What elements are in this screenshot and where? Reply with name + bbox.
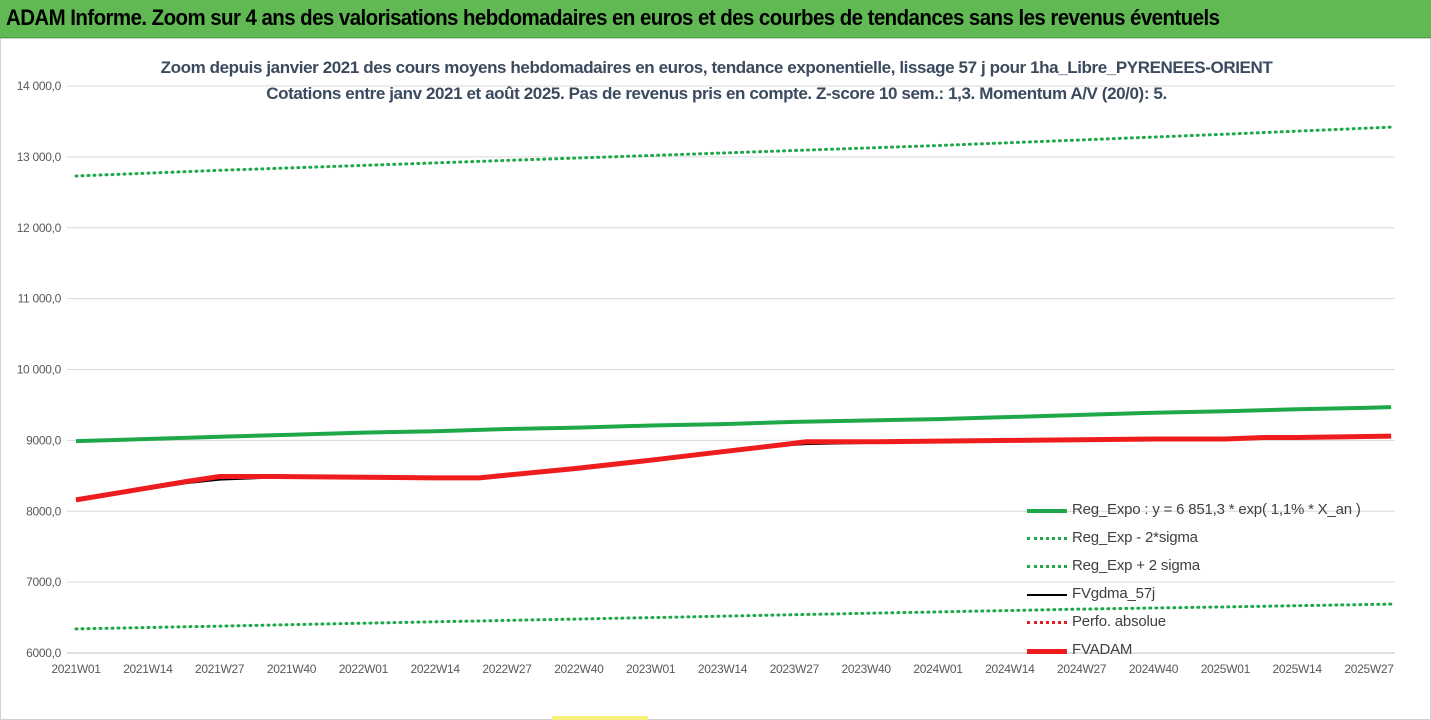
legend-label: FVADAM (1072, 641, 1133, 658)
x-tick-label: 2025W14 (1273, 662, 1323, 676)
legend-swatch (1027, 565, 1067, 568)
series-line-fvadam (75, 433, 1392, 503)
legend-swatch (1027, 648, 1067, 654)
x-tick-label: 2025W01 (1201, 662, 1251, 676)
x-tick-label: 2023W01 (626, 662, 676, 676)
legend-label: Perfo. absolue (1072, 613, 1166, 630)
x-tick-label: 2022W14 (411, 662, 461, 676)
x-tick-label: 2024W14 (985, 662, 1035, 676)
x-tick-label: 2023W14 (698, 662, 748, 676)
x-tick-label: 2024W40 (1129, 662, 1179, 676)
chart-subtitle: Cotations entre janv 2021 et août 2025. … (266, 84, 1167, 103)
series-line-reg-expo-y-6-851-3-exp-1-1-x-an (75, 405, 1392, 444)
y-tick-label: 10 000,0 (17, 363, 62, 377)
chart-title: Zoom depuis janvier 2021 des cours moyen… (160, 58, 1273, 77)
y-tick-label: 6000,0 (26, 646, 62, 660)
series-line-reg-exp-2-sigma (74, 125, 1393, 178)
report-banner: ADAM Informe. Zoom sur 4 ans des valoris… (0, 0, 1431, 38)
legend-swatch (1027, 509, 1067, 513)
y-tick-label: 12 000,0 (17, 221, 62, 235)
y-tick-label: 14 000,0 (17, 79, 62, 93)
y-tick-label: 11 000,0 (18, 292, 62, 306)
line-chart: 6000,0 7000,0 8000,0 9000,0 10 000,0 11 000,0… (17, 79, 1395, 676)
legend-label: Reg_Exp - 2*sigma (1072, 529, 1198, 546)
x-tick-label: 2022W27 (482, 662, 532, 676)
y-tick-label: 8000,0 (26, 504, 62, 518)
x-tick-label: 2024W27 (1057, 662, 1107, 676)
legend-swatch (1027, 621, 1067, 624)
y-tick-label: 7000,0 (26, 575, 62, 589)
y-tick-label: 9000,0 (26, 433, 62, 447)
x-tick-label: 2024W01 (913, 662, 963, 676)
chart-area: 6000,0 7000,0 8000,0 9000,0 10 000,0 11 000,0… (0, 38, 1431, 720)
series-line-reg-exp-2-sigma (74, 602, 1393, 631)
x-tick-label: 2021W01 (51, 662, 101, 676)
x-tick-label: 2022W40 (554, 662, 604, 676)
x-tick-label: 2021W40 (267, 662, 317, 676)
x-tick-label: 2023W40 (842, 662, 892, 676)
legend-label: Reg_Expo : y = 6 851,3 * exp( 1,1% * X_a… (1072, 501, 1361, 518)
legend-label: FVgdma_57j (1072, 585, 1156, 602)
series-line-fvgdma-57j (75, 435, 1392, 502)
x-tick-label: 2021W27 (195, 662, 245, 676)
legend-swatch (1027, 537, 1067, 540)
legend-label: Reg_Exp + 2 sigma (1072, 557, 1200, 574)
x-tick-label: 2022W01 (339, 662, 389, 676)
legend-swatch (1027, 593, 1067, 596)
x-tick-label: 2021W14 (123, 662, 173, 676)
report-banner-title: ADAM Informe. Zoom sur 4 ans des valoris… (6, 5, 1220, 30)
x-tick-label: 2025W27 (1344, 662, 1394, 676)
y-tick-label: 13 000,0 (17, 150, 62, 164)
x-tick-label: 2023W27 (770, 662, 820, 676)
sheet-tab-marker (552, 716, 648, 720)
